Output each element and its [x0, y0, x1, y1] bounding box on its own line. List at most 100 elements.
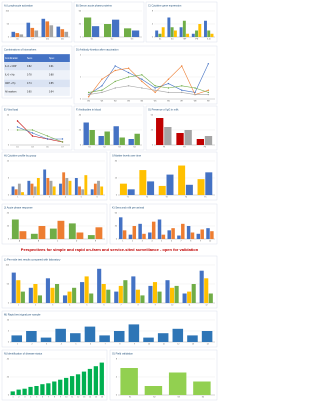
table-cell: IL-6 + CRP — [5, 66, 17, 68]
line-point — [154, 91, 156, 94]
chart-panel: C) Cytokine gene expression 0 4 8 IL1 IL6 TNF I… — [145, 1, 218, 43]
x-tick-label: 4 — [30, 396, 31, 398]
x-tick-label: 9 — [155, 304, 156, 306]
bar — [157, 291, 162, 303]
x-tick-label: 6 — [90, 343, 91, 345]
x-tick-label: 8 — [119, 343, 120, 345]
bar — [33, 186, 37, 195]
bar — [19, 34, 24, 37]
chart-panel: A) Lymphocyte activation 0 50 100 D0 D7 D14 D21 — [1, 1, 73, 43]
x-tick-label: 1 — [12, 396, 13, 398]
x-tick-label: 11 — [163, 343, 165, 345]
bar — [186, 33, 190, 37]
table-cell: Spec — [49, 58, 55, 60]
bar — [30, 233, 38, 239]
chart-title: M) Rapid test signal per sample — [4, 313, 41, 317]
y-tick-label: 8 — [152, 11, 154, 13]
y-tick-label: 0 — [116, 239, 118, 241]
line-point — [167, 78, 170, 80]
bar — [181, 223, 185, 239]
bar — [208, 293, 213, 303]
table-cell: 0.82 — [27, 66, 32, 68]
bar — [52, 186, 56, 195]
bar — [28, 386, 33, 395]
bar — [156, 118, 164, 145]
line-point — [31, 132, 34, 134]
bar — [15, 33, 20, 37]
chart-panel: G) Presence of IgG in milk 0 25 50 P1 P2 P3 — [145, 105, 218, 151]
line-point — [127, 67, 130, 69]
x-tick-label: 8 — [190, 240, 191, 242]
x-tick-label: S3 — [118, 146, 120, 148]
bar — [128, 324, 140, 342]
bar — [190, 232, 195, 239]
bar — [26, 22, 31, 37]
bar — [40, 384, 45, 395]
x-tick-label: D14 — [46, 38, 49, 40]
bar — [100, 186, 104, 195]
bar — [84, 17, 92, 37]
x-tick-label: 5 — [81, 196, 82, 198]
bar — [52, 381, 57, 395]
bar — [185, 184, 193, 195]
x-tick-label: G1 — [91, 38, 93, 40]
x-tick-label: G3 — [131, 38, 133, 40]
bar — [49, 25, 54, 37]
x-tick-label: T1 — [127, 196, 129, 198]
y-tick-label: 15 — [115, 178, 118, 180]
y-tick-label: 4 — [116, 377, 118, 379]
bar — [138, 223, 142, 239]
y-tick-label: 0 — [80, 99, 82, 101]
line-point — [167, 82, 170, 85]
y-tick-label: 100 — [6, 11, 10, 13]
y-tick-label: 60 — [79, 11, 82, 13]
x-tick-label: S4 — [202, 396, 204, 398]
chart-panel: K) Sera and milk per animal 0 30 60 1 2 3 4 5 6 7 8… — [109, 203, 218, 245]
bar — [112, 19, 120, 37]
line-point — [154, 85, 156, 87]
line-point — [31, 129, 34, 131]
table-cell: Sens — [27, 58, 33, 60]
bar — [74, 178, 78, 195]
table-cell: CRP + Hp — [5, 83, 16, 85]
bar — [11, 272, 16, 303]
poster: Perspectives for simple and rapid on-far… — [0, 0, 219, 401]
y-tick-label: 0 — [8, 37, 10, 39]
bar — [54, 284, 60, 303]
bar — [20, 291, 25, 303]
line-point — [114, 69, 116, 72]
bar — [171, 228, 175, 239]
bar — [11, 335, 23, 342]
x-tick-label: 6 — [97, 196, 98, 198]
bar — [93, 366, 98, 395]
y-tick-label: 10 — [7, 320, 10, 322]
x-tick-label: 3 — [46, 343, 47, 345]
line-point — [61, 141, 64, 143]
chart-title: A) Lymphocyte activation — [4, 4, 33, 8]
y-tick-label: 0 — [80, 145, 82, 147]
bar — [197, 179, 205, 195]
line-point — [141, 74, 143, 76]
bar — [70, 333, 81, 342]
bar — [148, 285, 153, 303]
bar — [16, 389, 21, 395]
bar — [93, 183, 97, 195]
section-heading: Perspectives for simple and rapid on-far… — [21, 247, 199, 252]
bar — [113, 331, 125, 342]
y-tick-label: 30 — [79, 24, 82, 26]
line-point — [101, 91, 103, 94]
table-cell: 0.74 — [27, 83, 32, 85]
line-point — [114, 87, 116, 89]
bar — [165, 280, 170, 303]
bar — [99, 362, 104, 395]
x-tick-label: E — [95, 240, 97, 242]
y-tick-label: 50 — [7, 24, 10, 26]
x-tick-label: 16 — [101, 396, 103, 398]
y-tick-label: 0 — [152, 145, 154, 147]
bar — [89, 293, 94, 303]
bar — [119, 137, 125, 145]
x-tick-label: A — [19, 239, 21, 242]
bar — [135, 289, 140, 303]
bar — [67, 291, 72, 303]
x-tick-label: 3 — [52, 304, 53, 306]
